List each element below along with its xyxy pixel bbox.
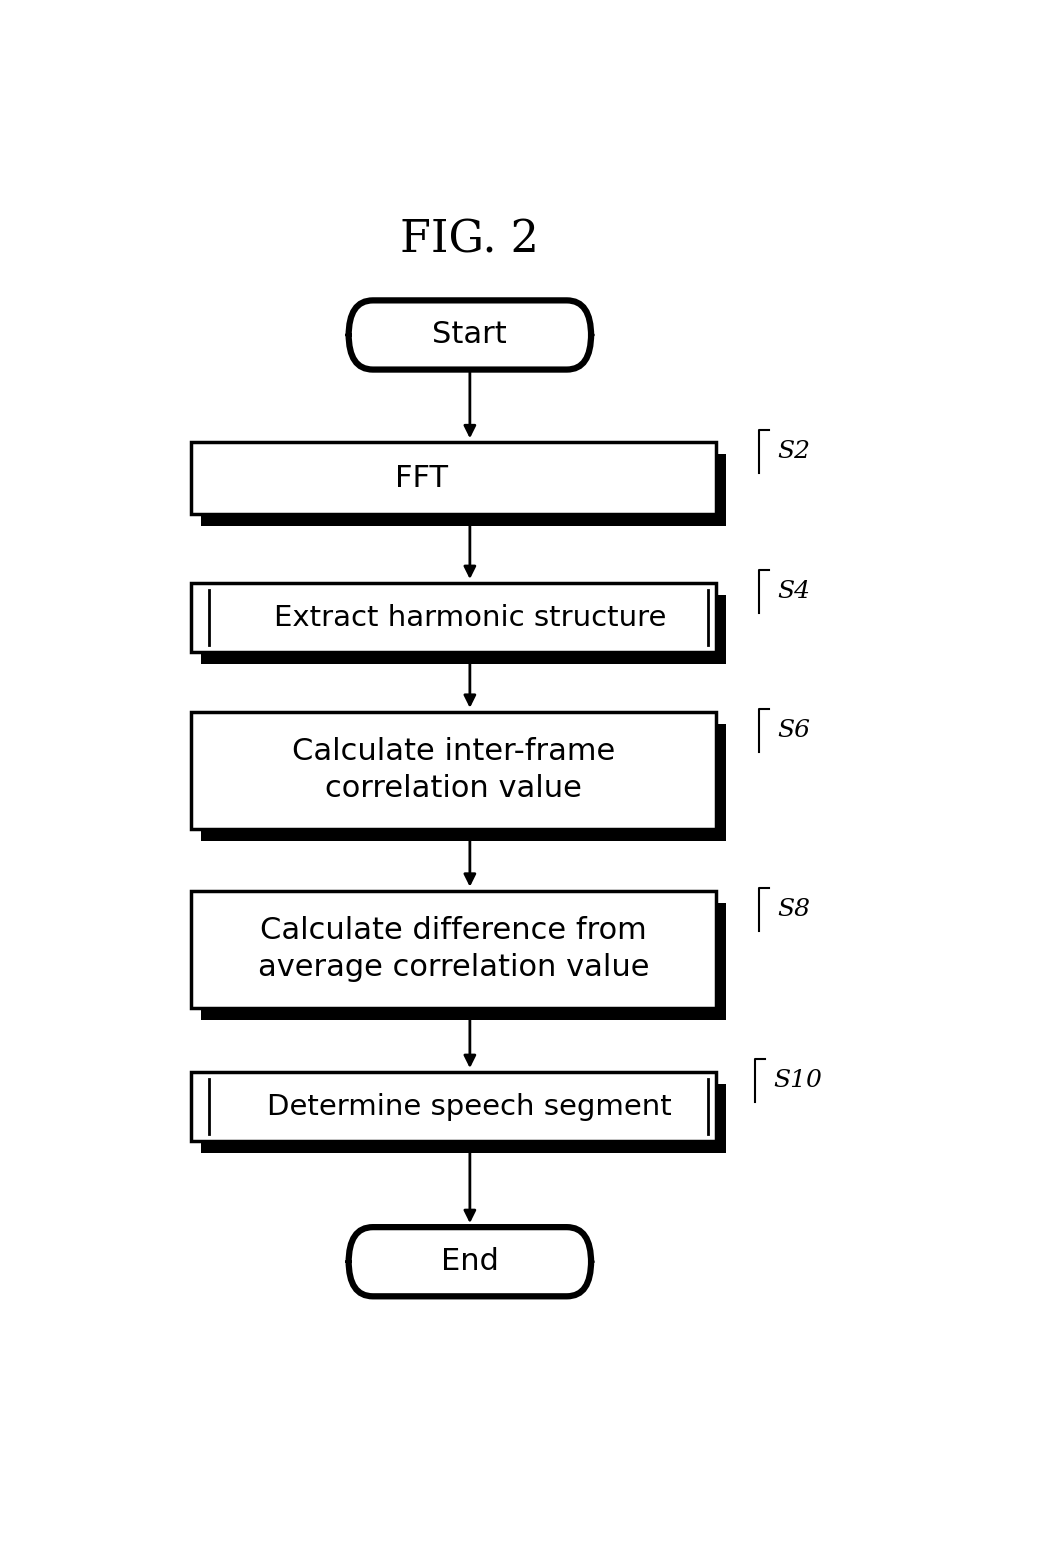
- Bar: [191, 713, 717, 829]
- Text: End: End: [441, 1247, 499, 1276]
- Text: S2: S2: [777, 440, 810, 463]
- Text: FIG. 2: FIG. 2: [401, 218, 539, 262]
- FancyBboxPatch shape: [348, 301, 591, 370]
- Text: FFT: FFT: [395, 463, 447, 493]
- FancyBboxPatch shape: [348, 1227, 591, 1297]
- Text: S6: S6: [777, 719, 810, 742]
- Bar: [200, 723, 726, 841]
- Bar: [200, 454, 726, 525]
- Text: Calculate difference from
average correlation value: Calculate difference from average correl…: [258, 915, 650, 982]
- Text: Extract harmonic structure: Extract harmonic structure: [273, 604, 666, 632]
- Text: S4: S4: [777, 579, 810, 603]
- Bar: [191, 891, 717, 1008]
- Text: Start: Start: [433, 321, 507, 350]
- Text: S10: S10: [773, 1069, 822, 1092]
- Bar: [191, 443, 717, 514]
- Bar: [191, 1072, 717, 1142]
- Text: S8: S8: [777, 898, 810, 922]
- Text: Calculate inter-frame
correlation value: Calculate inter-frame correlation value: [292, 737, 615, 804]
- Bar: [200, 1084, 726, 1152]
- Bar: [191, 582, 717, 652]
- Text: Determine speech segment: Determine speech segment: [267, 1092, 673, 1120]
- Bar: [200, 595, 726, 665]
- Bar: [200, 903, 726, 1019]
